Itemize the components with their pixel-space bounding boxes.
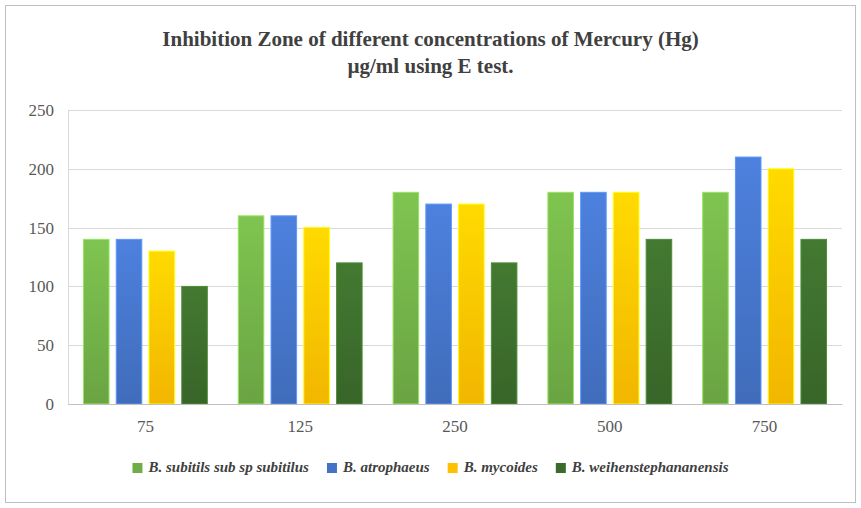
grid — [68, 111, 842, 405]
y-axis-line — [68, 111, 69, 405]
x-tick-label: 750 — [752, 417, 778, 436]
legend-label: B. weihenstephananensis — [571, 459, 729, 475]
y-tick: 150 — [29, 219, 69, 238]
bar — [182, 286, 208, 404]
x-tick-label: 75 — [137, 417, 154, 436]
title: Inhibition Zone of different concentrati… — [162, 27, 698, 78]
chart-frame — [6, 6, 856, 503]
bar — [801, 239, 827, 404]
grid-line — [68, 169, 842, 170]
legend-item: B. subitils sub sp subitilus — [132, 459, 309, 475]
legend-swatch — [556, 463, 566, 473]
legend-item: B. weihenstephananensis — [556, 459, 729, 475]
bar — [426, 204, 452, 404]
y-tick: 200 — [29, 160, 69, 179]
bar — [393, 192, 419, 404]
bar — [548, 192, 574, 404]
x-tick: 250 — [442, 404, 468, 436]
bar — [116, 239, 142, 404]
bar — [768, 169, 794, 404]
bar-series — [149, 169, 794, 404]
bar — [735, 157, 761, 404]
bar — [83, 239, 109, 404]
y-tick-label: 50 — [37, 336, 54, 355]
x-tick: 75 — [137, 404, 154, 436]
legend-item: B. atrophaeus — [327, 459, 430, 475]
legend-swatch — [448, 463, 458, 473]
y-tick-label: 150 — [29, 219, 55, 238]
bar — [304, 228, 330, 404]
x-axis-line — [69, 404, 843, 405]
x-tick: 500 — [597, 404, 623, 436]
bar — [149, 251, 175, 404]
title-line: µg/ml using E test. — [347, 54, 513, 78]
y-tick: 0 — [46, 395, 69, 414]
chart: Inhibition Zone of different concentrati… — [0, 0, 861, 508]
bar — [491, 263, 517, 404]
y-axis: 0 50 100 150 200 250 — [29, 101, 69, 414]
bar — [271, 216, 297, 404]
grid-line — [68, 404, 842, 405]
legend: B. subitils sub sp subitilus B. atrophaeu… — [132, 459, 728, 475]
y-tick-label: 250 — [29, 101, 55, 120]
y-tick: 50 — [37, 336, 68, 355]
y-tick-label: 200 — [29, 160, 55, 179]
title-line: Inhibition Zone of different concentrati… — [162, 27, 698, 51]
legend-label: B. atrophaeus — [342, 459, 430, 475]
legend-item: B. mycoides — [448, 459, 538, 475]
bar — [581, 192, 607, 404]
y-tick: 100 — [29, 277, 69, 296]
legend-label: B. mycoides — [463, 459, 538, 475]
legend-swatch — [132, 463, 142, 473]
x-tick-label: 250 — [442, 417, 468, 436]
x-tick-label: 125 — [287, 417, 313, 436]
y-tick-label: 100 — [29, 277, 55, 296]
bar-series — [83, 192, 728, 404]
bar-series — [116, 157, 761, 404]
bar-series — [182, 239, 827, 404]
x-tick-label: 500 — [597, 417, 623, 436]
bar — [337, 263, 363, 404]
grid-line — [68, 110, 842, 111]
y-tick: 250 — [29, 101, 69, 120]
bar — [459, 204, 485, 404]
y-tick-label: 0 — [46, 395, 55, 414]
bar — [613, 192, 639, 404]
x-tick: 125 — [287, 404, 313, 436]
bar — [646, 239, 672, 404]
bar — [703, 192, 729, 404]
x-axis: 75 125 250 500 750 — [69, 404, 843, 436]
legend-swatch — [327, 463, 337, 473]
bars — [83, 157, 826, 404]
bar — [238, 216, 264, 404]
legend-label: B. subitils sub sp subitilus — [147, 459, 309, 475]
x-tick: 750 — [752, 404, 778, 436]
